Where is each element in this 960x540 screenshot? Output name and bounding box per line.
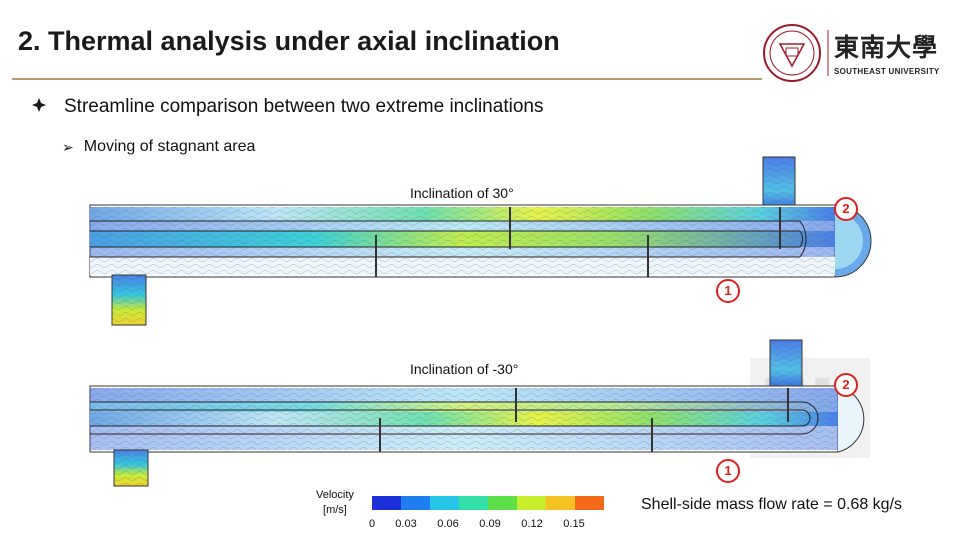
main-bullet: Streamline comparison between two extrem… (32, 96, 543, 118)
colorbar-segment (546, 496, 575, 510)
streamline-plot-30deg (89, 156, 872, 326)
colorbar-tick-label: 0.09 (479, 518, 501, 530)
colorbar-tick-label: 0 (368, 518, 376, 530)
colorbar-segment (430, 496, 459, 510)
velocity-legend: Velocity [m/s] 0 0.03 0.06 0.09 0.12 0.15 (300, 488, 604, 536)
mass-flow-note: Shell-side mass flow rate = 0.68 kg/s (641, 496, 903, 513)
slide-title: 2. Thermal analysis under axial inclinat… (18, 26, 560, 56)
colorbar-tick-label: 0.06 (437, 518, 459, 530)
colorbar-tick-label: 0.12 (521, 518, 543, 530)
legend-title-line1: Velocity (316, 489, 354, 501)
velocity-colorbar (372, 496, 604, 510)
colorbar-segment (401, 496, 430, 510)
colorbar-segment (517, 496, 546, 510)
colorbar-ticks: 0 0.03 0.06 0.09 0.12 0.15 (366, 518, 606, 534)
colorbar-tick-label: 0.03 (395, 518, 417, 530)
logo-name-cn: 東南大學 (834, 33, 939, 62)
caption-neg30deg: Inclination of -30° (410, 361, 519, 377)
colorbar-segment (488, 496, 517, 510)
colorbar-segment (575, 496, 604, 510)
colorbar-segment (459, 496, 488, 510)
legend-title: Velocity [m/s] (316, 488, 354, 518)
university-seal-icon (763, 24, 829, 82)
main-bullet-text: Streamline comparison between two extrem… (64, 96, 544, 117)
caption-30deg: Inclination of 30° (410, 185, 514, 201)
sub-bullet-text: Moving of stagnant area (83, 138, 256, 155)
legend-title-line2: [m/s] (323, 504, 347, 516)
stagnant-marker-1-bottom: 1 (716, 459, 740, 483)
diamond-bullet-icon (32, 98, 50, 116)
university-logo: 東南大學 SOUTHEAST UNIVERSITY (760, 22, 945, 84)
stagnant-marker-1-top: 1 (716, 279, 740, 303)
arrow-bullet-icon: ➢ (62, 138, 74, 155)
sub-bullet: ➢ Moving of stagnant area (62, 138, 255, 156)
logo-name-en: SOUTHEAST UNIVERSITY (834, 67, 940, 76)
colorbar-tick-label: 0.15 (563, 518, 585, 530)
stagnant-marker-2-bottom: 2 (834, 373, 858, 397)
colorbar-segment (372, 496, 401, 510)
stagnant-marker-2-top: 2 (834, 197, 858, 221)
title-divider (12, 78, 762, 80)
